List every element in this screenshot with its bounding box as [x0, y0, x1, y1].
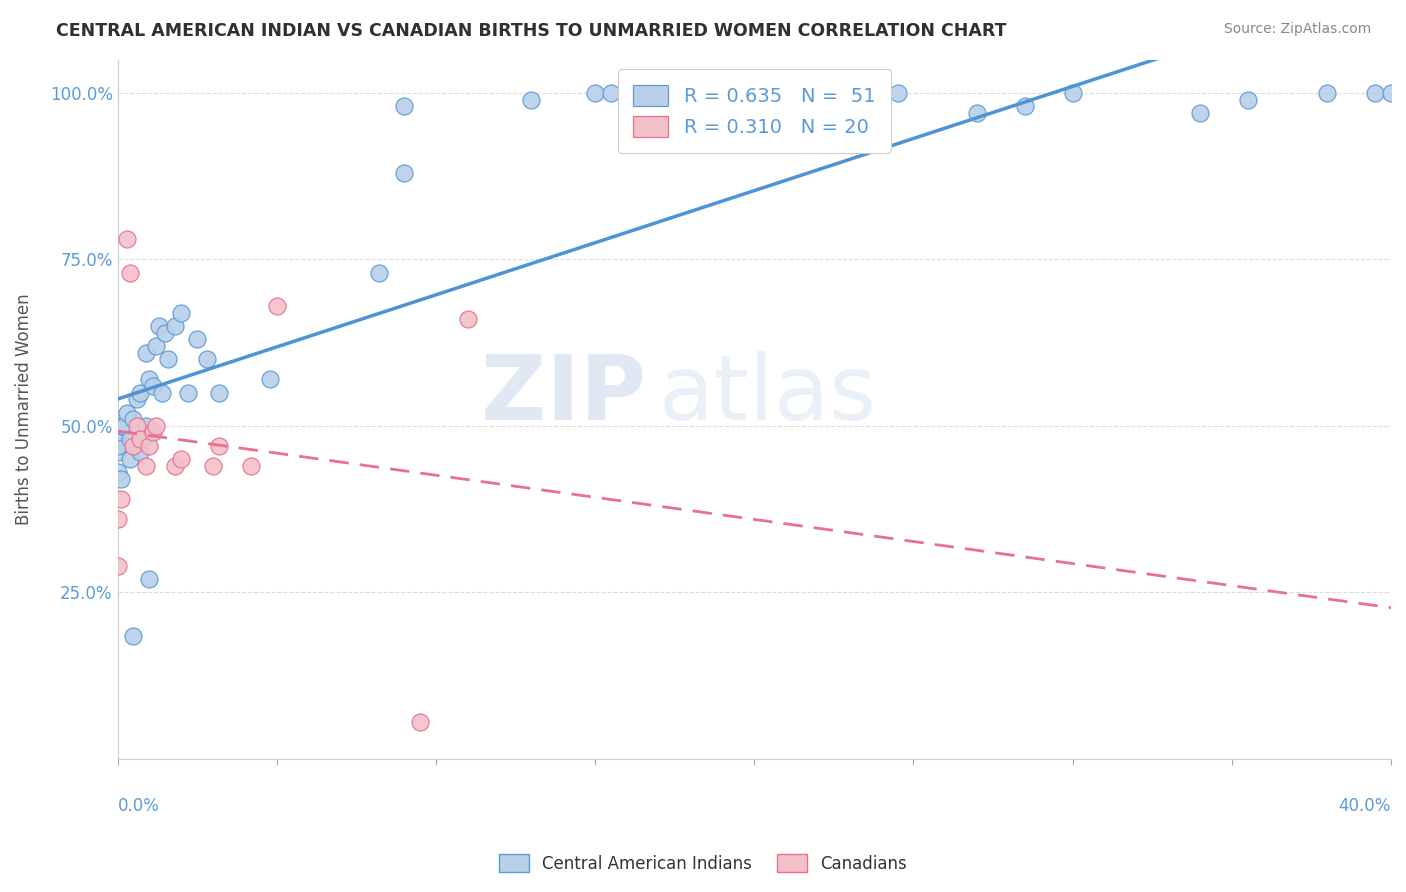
Point [600, 86, 623, 100]
Point [120, 266, 142, 280]
Point [1188, 106, 1211, 120]
Point [110, 418, 132, 433]
Point [195, 352, 218, 367]
Point [110, 492, 132, 507]
Point [583, 86, 606, 100]
Y-axis label: Births to Unmarried Women: Births to Unmarried Women [15, 293, 32, 525]
Point [163, 318, 186, 333]
Point [125, 418, 148, 433]
Text: CENTRAL AMERICAN INDIAN VS CANADIAN BIRTHS TO UNMARRIED WOMEN CORRELATION CHART: CENTRAL AMERICAN INDIAN VS CANADIAN BIRT… [56, 22, 1007, 40]
Point [122, 629, 145, 643]
Point [115, 232, 138, 246]
Point [966, 106, 988, 120]
Point [141, 379, 163, 393]
Point [120, 432, 142, 446]
Point [392, 99, 415, 113]
Point [141, 425, 163, 440]
Point [208, 385, 231, 400]
Point [107, 439, 129, 453]
Legend: Central American Indians, Canadians: Central American Indians, Canadians [492, 847, 914, 880]
Text: ZIP: ZIP [481, 351, 645, 439]
Point [107, 445, 129, 459]
Point [145, 339, 167, 353]
Point [409, 715, 432, 730]
Point [367, 266, 389, 280]
Point [120, 452, 142, 467]
Text: atlas: atlas [659, 351, 877, 439]
Point [1364, 86, 1386, 100]
Point [150, 385, 173, 400]
Point [107, 425, 129, 440]
Point [259, 372, 281, 386]
Point [110, 472, 132, 486]
Point [186, 332, 208, 346]
Point [107, 558, 129, 573]
Point [138, 372, 160, 386]
Point [807, 93, 830, 107]
Point [170, 305, 193, 319]
Point [145, 418, 167, 433]
Point [1236, 93, 1258, 107]
Point [135, 345, 157, 359]
Point [128, 432, 150, 446]
Point [886, 86, 908, 100]
Point [176, 385, 198, 400]
Point [115, 405, 138, 419]
Point [202, 458, 225, 473]
Point [132, 432, 155, 446]
Point [125, 392, 148, 407]
Point [163, 458, 186, 473]
Text: Source: ZipAtlas.com: Source: ZipAtlas.com [1223, 22, 1371, 37]
Point [135, 418, 157, 433]
Point [1014, 99, 1036, 113]
Point [122, 439, 145, 453]
Point [1062, 86, 1084, 100]
Point [616, 86, 638, 100]
Point [128, 385, 150, 400]
Point [148, 318, 170, 333]
Point [128, 445, 150, 459]
Point [135, 458, 157, 473]
Point [112, 418, 135, 433]
Point [138, 439, 160, 453]
Point [170, 452, 193, 467]
Point [392, 166, 415, 180]
Point [631, 86, 654, 100]
Point [107, 466, 129, 480]
Point [138, 572, 160, 586]
Point [520, 93, 543, 107]
Point [457, 312, 479, 326]
Point [208, 439, 231, 453]
Point [107, 512, 129, 526]
Point [240, 458, 263, 473]
Point [122, 412, 145, 426]
Text: 40.0%: 40.0% [1339, 797, 1391, 815]
Point [157, 352, 180, 367]
Point [266, 299, 288, 313]
Legend: R = 0.635   N =  51, R = 0.310   N = 20: R = 0.635 N = 51, R = 0.310 N = 20 [617, 70, 891, 153]
Text: 0.0%: 0.0% [118, 797, 159, 815]
Point [155, 326, 177, 340]
Point [1379, 86, 1402, 100]
Point [1316, 86, 1339, 100]
